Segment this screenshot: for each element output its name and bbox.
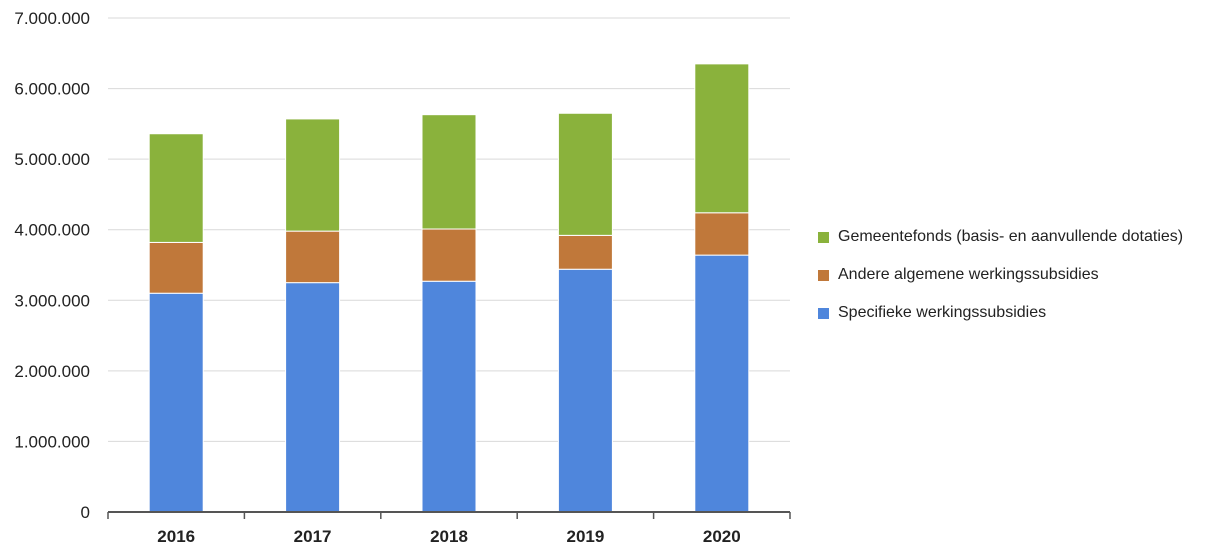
legend-item: Andere algemene werkingssubsidies bbox=[818, 265, 1183, 285]
legend-item: Gemeentefonds (basis- en aanvullende dot… bbox=[818, 227, 1183, 247]
legend-label: Specifieke werkingssubsidies bbox=[838, 304, 1047, 321]
bar-2017-series-2 bbox=[285, 118, 341, 232]
bar-2017-series-0 bbox=[285, 282, 341, 513]
legend: Gemeentefonds (basis- en aanvullende dot… bbox=[818, 227, 1183, 341]
legend-swatch bbox=[818, 231, 829, 243]
x-tick-label: 2020 bbox=[703, 527, 741, 546]
y-tick-label: 3.000.000 bbox=[14, 291, 90, 310]
bar-2017-series-1 bbox=[285, 230, 341, 284]
legend-swatch bbox=[818, 307, 829, 319]
bar-2018-series-2 bbox=[421, 114, 477, 230]
bar-2016-series-0 bbox=[148, 292, 204, 513]
bar-2020-series-1 bbox=[694, 212, 750, 256]
legend-label: Andere algemene werkingssubsidies bbox=[838, 266, 1099, 283]
bar-2019-series-2 bbox=[557, 112, 613, 236]
y-tick-label: 0 bbox=[81, 503, 90, 522]
y-tick-label: 7.000.000 bbox=[14, 9, 90, 28]
bar-2020-series-0 bbox=[694, 254, 750, 513]
x-tick-label: 2016 bbox=[157, 527, 195, 546]
bar-2020-series-2 bbox=[694, 63, 750, 214]
bar-2019-series-1 bbox=[557, 234, 613, 270]
legend-label: Gemeentefonds (basis- en aanvullende dot… bbox=[838, 228, 1184, 245]
y-tick-label: 6.000.000 bbox=[14, 80, 90, 99]
legend-swatch bbox=[818, 269, 829, 281]
x-tick-label: 2018 bbox=[430, 527, 468, 546]
y-tick-label: 1.000.000 bbox=[14, 432, 90, 451]
bar-2016-series-1 bbox=[148, 241, 204, 294]
legend-item: Specifieke werkingssubsidies bbox=[818, 303, 1183, 323]
x-tick-label: 2017 bbox=[294, 527, 332, 546]
bar-2019-series-0 bbox=[557, 268, 613, 513]
y-tick-label: 5.000.000 bbox=[14, 150, 90, 169]
y-tick-label: 2.000.000 bbox=[14, 362, 90, 381]
x-tick-label: 2019 bbox=[566, 527, 604, 546]
y-tick-label: 4.000.000 bbox=[14, 221, 90, 240]
bar-2016-series-2 bbox=[148, 133, 204, 243]
bar-2018-series-0 bbox=[421, 280, 477, 513]
bar-2018-series-1 bbox=[421, 228, 477, 282]
